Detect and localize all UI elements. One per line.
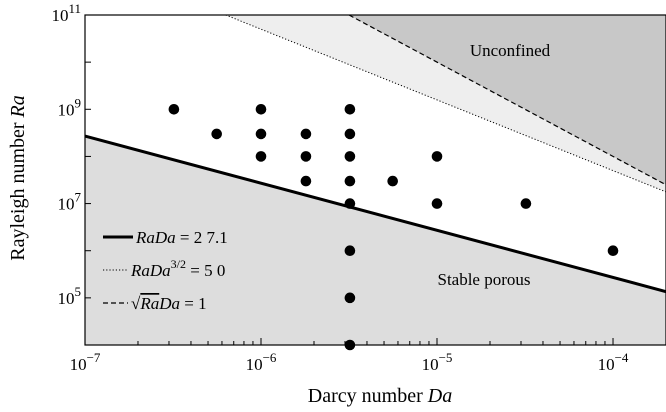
legend: RaDa = 2 7.1 RaDa3/2 = 5 0 √RaDa = 1 xyxy=(103,228,228,313)
data-point-6 xyxy=(300,151,312,162)
data-point-14 xyxy=(344,292,356,304)
legend-entry-0: RaDa = 2 7.1 xyxy=(135,228,228,247)
boundary-line-sqrtrada xyxy=(348,14,666,186)
y-tick-label-2: 109 xyxy=(58,95,82,119)
data-point-11 xyxy=(344,175,356,187)
data-point-12 xyxy=(344,198,356,209)
region-label-unconfined: Unconfined xyxy=(470,41,551,60)
y-tick-label-1: 107 xyxy=(58,190,82,214)
x-tick-label-2: 10−5 xyxy=(422,350,453,374)
data-point-0 xyxy=(168,103,180,115)
region-label-stable-porous: Stable porous xyxy=(437,270,530,289)
data-point-4 xyxy=(255,151,267,162)
boundary-line-rada xyxy=(84,134,666,294)
data-points xyxy=(168,103,619,351)
y-tick-label-3: 1011 xyxy=(51,1,81,25)
data-point-2 xyxy=(255,103,267,115)
data-point-20 xyxy=(607,245,619,257)
data-point-10 xyxy=(344,151,356,162)
x-tick-label-3: 10−4 xyxy=(598,350,629,374)
y-axis-ticks: 105 107 109 1011 xyxy=(51,1,91,346)
plot-area xyxy=(84,14,666,351)
data-point-17 xyxy=(431,151,443,162)
x-axis-ticks: 10−7 10−6 10−5 10−4 xyxy=(70,338,666,374)
data-point-5 xyxy=(300,128,312,140)
legend-entry-2: √RaDa = 1 xyxy=(131,294,207,313)
x-axis-label: Darcy number Da xyxy=(308,385,452,407)
y-tick-label-0: 105 xyxy=(58,284,82,308)
data-point-16 xyxy=(387,175,398,187)
data-point-19 xyxy=(520,198,532,209)
data-point-9 xyxy=(344,128,356,140)
data-point-3 xyxy=(255,128,267,140)
plot-frame xyxy=(84,14,666,346)
boundary-line-rada32 xyxy=(225,14,666,193)
region-stable-porous xyxy=(85,15,666,345)
y-axis-label: Rayleigh number Ra xyxy=(7,95,29,261)
data-point-7 xyxy=(300,175,312,187)
data-point-1 xyxy=(211,128,222,140)
data-point-8 xyxy=(344,103,356,115)
data-point-18 xyxy=(431,198,443,209)
legend-entry-1: RaDa3/2 = 5 0 xyxy=(130,257,225,280)
x-tick-label-0: 10−7 xyxy=(70,350,101,374)
data-point-13 xyxy=(344,245,356,257)
x-tick-label-1: 10−6 xyxy=(246,350,277,374)
